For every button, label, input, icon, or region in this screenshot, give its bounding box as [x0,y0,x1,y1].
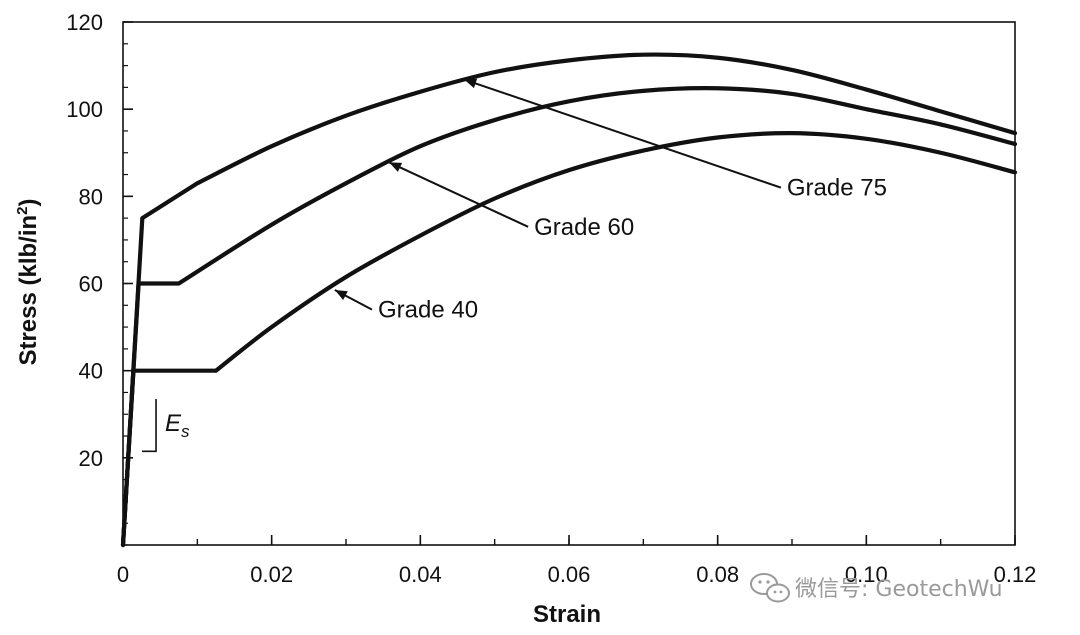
x-tick-label: 0 [117,562,129,587]
series-layer [120,52,1018,548]
annotation-arrowhead-grade-40 [334,290,348,301]
x-tick-label: 0.02 [250,562,293,587]
wechat-icon [750,573,790,603]
watermark-text: 微信号: GeotechWu [795,577,1003,602]
modulus-label-sub: s [181,422,190,441]
annotation-label-grade-40: Grade 40 [378,297,478,324]
y-tick-label: 40 [79,359,103,384]
y-tick-label: 100 [66,97,103,122]
annotation-arrowhead-grade-75 [464,78,478,89]
modulus-marker [142,398,157,453]
y-axis-title-main: Stress (klb/in [15,215,42,366]
y-axis-title: Stress (klb/in2) [14,198,42,365]
x-tick-label: 0.12 [994,562,1037,587]
series-line-grade-40 [120,131,1018,548]
annotation-arrowhead-grade-60 [389,162,403,172]
y-axis-title-sup: 2 [14,206,31,214]
y-tick-label: 80 [79,184,103,209]
x-tick-label: 0.04 [399,562,442,587]
x-tick-label: 0.08 [696,562,739,587]
y-tick-label: 120 [66,10,103,35]
annotation-layer: Grade 75 Grade 60 Grade 40 Es [142,78,887,453]
x-tick-label: 0.10 [845,562,888,587]
series-line-grade-60 [120,86,1018,548]
y-tick-label: 20 [79,446,103,471]
modulus-label-main: E [165,410,182,437]
annotation-arrow-grade-60 [388,161,529,228]
y-tick-label: 60 [79,272,103,297]
x-tick-label: 0.06 [548,562,591,587]
annotation-label-grade-60: Grade 60 [534,214,634,241]
modulus-label: Es [165,410,190,441]
axes-layer: 0 0.02 0.04 0.06 0.08 0.10 0.12 20 40 60 80 100 120 [66,10,1036,587]
series-line-grade-75 [120,52,1018,548]
annotation-label-grade-75: Grade 75 [787,175,887,202]
y-axis-title-close: ) [15,198,42,206]
watermark: 微信号: GeotechWu [750,573,1003,603]
annotation-arrow-grade-75 [463,78,782,189]
x-axis-title: Strain [533,601,601,628]
